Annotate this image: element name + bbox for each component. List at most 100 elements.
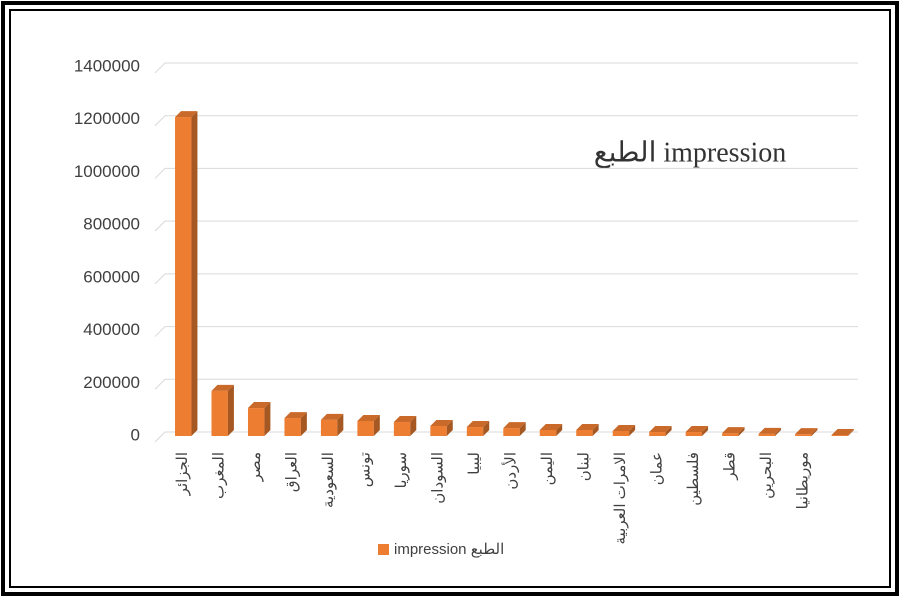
grid-line	[154, 167, 858, 179]
inner-frame	[9, 9, 891, 588]
y-tick-label: 400000	[83, 320, 140, 339]
bar	[320, 413, 344, 436]
x-tick-label: عمان	[648, 452, 665, 485]
x-tick-label: سوريا	[393, 452, 410, 488]
bar-top	[247, 402, 271, 409]
bar	[357, 414, 380, 436]
bar-side	[483, 421, 490, 436]
bar-side	[300, 412, 307, 436]
bar	[795, 428, 818, 436]
bar	[211, 384, 234, 436]
bar	[831, 428, 854, 436]
bar-top	[503, 422, 526, 429]
bar	[649, 426, 672, 436]
bar-front	[430, 425, 447, 436]
grid-line	[154, 326, 858, 337]
grid-line	[154, 378, 858, 390]
x-tick-label: العراق	[284, 452, 301, 492]
bar-top	[320, 413, 344, 420]
bar-top	[758, 427, 782, 434]
y-tick-label: 1200000	[74, 109, 140, 128]
bar	[503, 422, 526, 436]
bar-side	[191, 111, 198, 436]
bar-front	[649, 432, 666, 436]
x-tick-label: لبنان	[575, 452, 592, 481]
bar-side	[373, 414, 380, 436]
y-tick-label: 800000	[83, 215, 140, 234]
bar-side	[446, 419, 453, 436]
bar	[284, 412, 307, 436]
legend-label: الطبع impression	[394, 541, 504, 558]
bar	[539, 423, 563, 436]
bar-side	[264, 402, 271, 436]
grid-line	[154, 62, 858, 74]
bar-top	[685, 426, 709, 433]
bar-front	[612, 430, 630, 436]
bar-side	[410, 416, 417, 436]
y-tick-label: 200000	[83, 373, 140, 392]
bar-front	[320, 419, 338, 436]
bar-top	[649, 426, 672, 433]
bar-top	[357, 414, 380, 421]
bar-top	[795, 428, 818, 435]
bar-front	[539, 429, 557, 436]
bar-front	[466, 427, 484, 436]
y-tick-label: 1000000	[74, 162, 140, 181]
bar-top	[466, 421, 490, 428]
bar-front	[831, 434, 848, 436]
grid-line	[154, 273, 858, 285]
bar-front	[284, 418, 301, 436]
x-tick-label: البحرين	[758, 452, 775, 499]
bar	[758, 427, 782, 436]
x-tick-label: موريطانيا	[794, 452, 811, 509]
bar	[430, 419, 453, 436]
bar-side	[556, 423, 563, 436]
chart-title: الطبع impression	[594, 137, 787, 168]
x-tick-label: الأردن	[501, 452, 519, 490]
bar-top	[612, 424, 636, 431]
bar-top	[211, 384, 234, 391]
bar-front	[175, 117, 192, 436]
bar-side	[519, 422, 526, 436]
bar-top	[284, 412, 307, 419]
bar-top	[831, 428, 854, 435]
bar-side	[665, 426, 672, 436]
bar-front	[758, 433, 776, 436]
bar-side	[847, 428, 854, 436]
x-tick-label: المغرب	[211, 452, 228, 499]
bar	[393, 416, 417, 436]
bar-top	[430, 419, 453, 426]
legend-swatch	[378, 544, 389, 555]
bar-top	[722, 427, 745, 434]
bar	[576, 423, 599, 436]
x-tick-label: ليبيا	[466, 452, 483, 475]
bar-front	[576, 429, 593, 436]
bar-side	[702, 426, 709, 436]
x-tick-label: تونس	[357, 452, 374, 487]
bar	[612, 424, 636, 436]
bar-side	[775, 427, 782, 436]
grid-line	[154, 220, 858, 232]
x-tick-label: الامرات العربية	[612, 452, 629, 544]
bar-top	[539, 423, 563, 430]
x-tick-label: فلسطين	[685, 452, 702, 506]
bar-front	[357, 420, 374, 436]
bar-front	[685, 432, 703, 436]
x-tick-label: اليمن	[539, 452, 556, 485]
y-tick-label: 1400000	[74, 56, 140, 75]
bar-side	[811, 428, 818, 436]
bar-front	[795, 434, 812, 436]
bar-front	[722, 433, 739, 436]
x-tick-label: السودان	[430, 452, 447, 504]
bar-top	[576, 423, 599, 430]
bar	[247, 402, 271, 436]
bar-front	[393, 422, 411, 436]
grid-line	[154, 115, 858, 127]
bar-front	[503, 428, 520, 436]
y-tick-label: 0	[131, 425, 140, 444]
x-tick-label: السعودية	[320, 452, 337, 508]
x-tick-label: مصر	[247, 452, 264, 482]
